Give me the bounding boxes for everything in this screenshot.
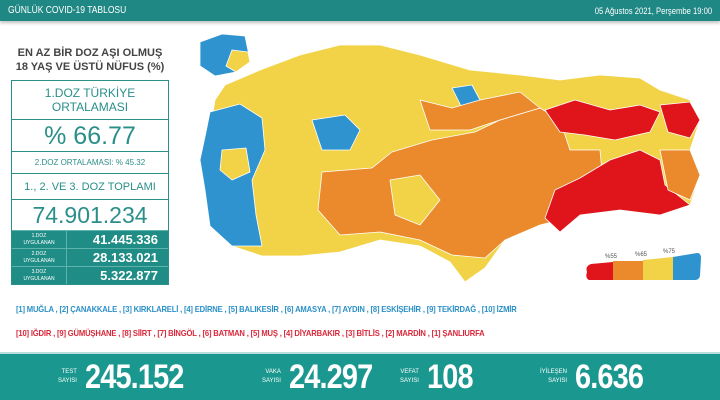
legend-scale (586, 253, 701, 280)
turkey-vaccination-map (199, 33, 701, 283)
dose-value: 41.445.336 (92, 232, 158, 247)
bottom-provinces-list: [10] IĞDIR , [9] GÜMÜŞHANE , [8] SİİRT ,… (16, 328, 485, 338)
stat-value: 24.297 (288, 357, 373, 396)
top-provinces-list: [1] MUĞLA , [2] ÇANAKKALE , [3] KIRKLARE… (16, 304, 517, 314)
map-region-southeast-red (544, 149, 691, 233)
dose-label-line: UYGULANAN (23, 276, 55, 282)
map-region-northeast-red (544, 99, 661, 141)
vaccination-title: EN AZ BİR DOZ AŞI OLMUŞ 18 YAŞ VE ÜSTÜ N… (10, 46, 170, 74)
page-title: GÜNLÜK COVID-19 TABLOSU (8, 5, 127, 16)
first-dose-average-label: 1.DOZ TÜRKİYE ORTALAMASI (12, 81, 168, 120)
legend-yellow (643, 257, 673, 280)
map-region-konya-yellow (389, 174, 441, 226)
dose-label: 3.DOZ UYGULANAN (12, 267, 67, 284)
legend-red (586, 262, 613, 280)
dose-value: 28.133.021 (92, 250, 158, 265)
stat-label: TEST SAYISI (58, 368, 77, 386)
total-doses-value: 74.901.234 (32, 202, 148, 228)
map-region-thrace-yellow (225, 49, 251, 73)
dose-row: 1.DOZ UYGULANAN 41.445.336 (12, 230, 168, 248)
map-region-igdir-red (659, 101, 701, 139)
dose-label: 2.DOZ UYGULANAN (12, 249, 67, 266)
stat-label-line: İYİLEŞEN (540, 369, 568, 375)
stat-label: VAKA SAYISI (262, 368, 281, 386)
death-count: VEFAT SAYISI 108 (400, 354, 481, 400)
case-count: VAKA SAYISI 24.297 (262, 354, 387, 400)
dose-label-line: 3.DOZ (31, 269, 47, 275)
recovered-count: İYİLEŞEN SAYISI 6.636 (540, 354, 655, 400)
stat-label-line: VAKA (265, 369, 281, 375)
header-bar: GÜNLÜK COVID-19 TABLOSU 05 Ağustos 2021,… (0, 0, 720, 21)
dose-row: 3.DOZ UYGULANAN 5.322.877 (12, 266, 168, 284)
dose-label-line: UYGULANAN (23, 240, 55, 246)
first-dose-average-value: % 66.77 (12, 120, 168, 152)
dose-label-line: 2.DOZ (31, 251, 47, 257)
stat-label-line: VEFAT (400, 369, 419, 375)
dose-label-line: 1.DOZ (31, 233, 47, 239)
daily-stats-bar: TEST SAYISI 245.152 VAKA SAYISI 24.297 VEF… (0, 352, 720, 400)
second-dose-average: 2.DOZ ORTALAMASI: % 45.32 (12, 152, 168, 174)
legend-blue (673, 253, 701, 280)
stat-label-line: SAYISI (58, 378, 77, 384)
stat-label-line: TEST (61, 369, 77, 375)
dose-label-line: UYGULANAN (23, 258, 55, 264)
legend-orange (613, 261, 643, 280)
dose-value: 5.322.877 (100, 268, 158, 283)
stat-label: İYİLEŞEN SAYISI (540, 368, 567, 386)
map-legend: %55 %65 %75 (583, 249, 701, 282)
stat-value: 108 (426, 357, 474, 396)
stat-value: 6.636 (575, 357, 644, 396)
legend-threshold: %75 (663, 249, 676, 255)
total-doses-label: 1., 2. VE 3. DOZ TOPLAMI (12, 174, 168, 200)
map-region-north-orange (419, 91, 541, 131)
title-line: EN AZ BİR DOZ AŞI OLMUŞ (17, 47, 163, 59)
stat-value: 245.152 (84, 357, 184, 396)
vaccination-summary-box: 1.DOZ TÜRKİYE ORTALAMASI % 66.77 2.DOZ O… (11, 80, 169, 285)
label-line: ORTALAMASI (51, 100, 129, 114)
test-count: TEST SAYISI 245.152 (58, 354, 201, 400)
map-region-izmir-yellow (219, 147, 251, 181)
legend-threshold: %55 (605, 254, 618, 260)
date-label: 05 Ağustos 2021, Perşembe 19:00 (594, 5, 712, 16)
dose-label: 1.DOZ UYGULANAN (12, 231, 67, 248)
stat-label-line: SAYISI (262, 378, 281, 384)
map-region-eskisehir-blue (311, 114, 361, 151)
dose-row: 2.DOZ UYGULANAN 28.133.021 (12, 248, 168, 266)
label-line: 1.DOZ TÜRKİYE (44, 86, 136, 100)
map-region-east-orange (659, 149, 701, 201)
legend-threshold: %65 (635, 252, 648, 258)
stat-label: VEFAT SAYISI (400, 368, 419, 386)
title-line: 18 YAŞ VE ÜSTÜ NÜFUS (%) (15, 61, 165, 73)
stat-label-line: SAYISI (400, 378, 419, 384)
stat-label-line: SAYISI (548, 378, 568, 384)
